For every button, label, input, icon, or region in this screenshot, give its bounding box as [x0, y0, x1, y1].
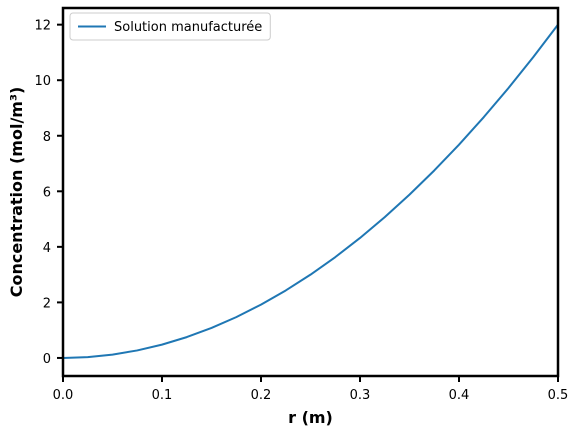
y-tick-label: 12	[34, 19, 51, 34]
x-tick-label: 0.3	[350, 388, 371, 403]
y-tick-label: 8	[43, 130, 51, 145]
y-tick-label: 2	[43, 296, 51, 311]
x-tick-label: 0.4	[449, 388, 470, 403]
legend: Solution manufacturée	[70, 13, 270, 40]
y-tick-label: 10	[34, 74, 51, 89]
y-tick-label: 4	[43, 241, 51, 256]
x-tick-label: 0.0	[53, 388, 74, 403]
x-axis-label: r (m)	[288, 408, 333, 427]
x-tick-label: 0.1	[152, 388, 173, 403]
y-tick-label: 0	[43, 352, 51, 367]
y-axis-label: Concentration (mol/m³)	[7, 87, 26, 298]
x-tick-label: 0.2	[251, 388, 272, 403]
legend-entry-label: Solution manufacturée	[114, 20, 262, 35]
y-tick-label: 6	[43, 185, 51, 200]
x-tick-label: 0.5	[548, 388, 569, 403]
